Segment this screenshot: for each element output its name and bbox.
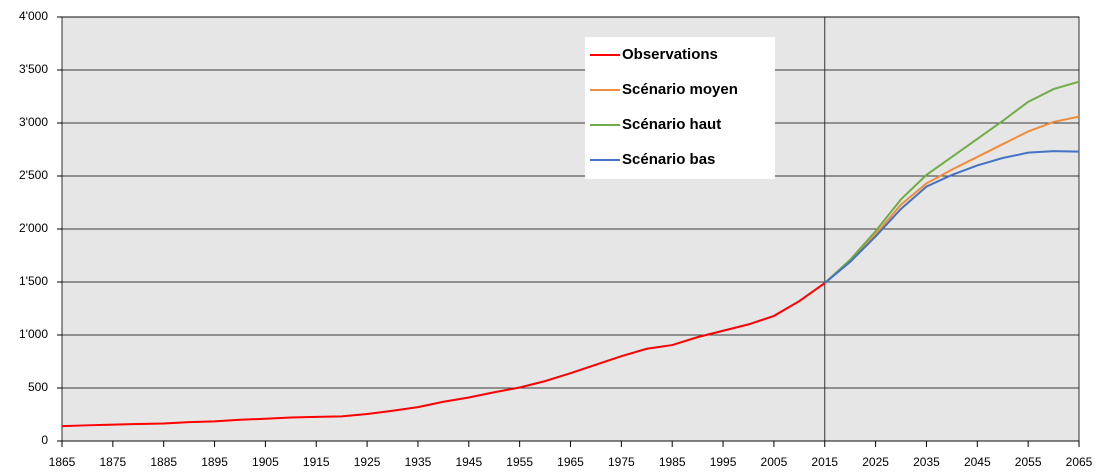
x-tick-label: 1875: [99, 455, 126, 469]
x-tick-label: 2035: [913, 455, 940, 469]
x-tick-label: 2065: [1066, 455, 1093, 469]
x-tick-label: 1885: [150, 455, 177, 469]
x-tick-label: 1945: [455, 455, 482, 469]
y-tick-label: 3'000: [19, 115, 48, 129]
y-tick-label: 0: [41, 433, 48, 447]
x-tick-label: 1965: [557, 455, 584, 469]
y-tick-label: 2'500: [19, 168, 48, 182]
x-tick-label: 1935: [405, 455, 432, 469]
series-line: [61, 282, 826, 428]
y-tick-label: 4'000: [19, 9, 48, 23]
legend-label: Scénario moyen: [622, 81, 738, 98]
x-tick-label: 2025: [862, 455, 889, 469]
x-tick-label: 1865: [49, 455, 76, 469]
y-tick-label: 2'000: [19, 221, 48, 235]
plot-border: [61, 16, 1080, 442]
series-line: [824, 150, 1080, 284]
legend-box: [585, 37, 775, 179]
x-tick-label: 2045: [964, 455, 991, 469]
x-tick-label: 1995: [710, 455, 737, 469]
x-tick-label: 2015: [811, 455, 838, 469]
y-tick-label: 3'500: [19, 62, 48, 76]
x-tick-label: 1985: [659, 455, 686, 469]
x-tick-label: 1895: [201, 455, 228, 469]
x-tick-label: 1915: [303, 455, 330, 469]
y-tick-label: 1'500: [19, 274, 48, 288]
legend-label: Observations: [622, 46, 718, 63]
x-tick-label: 1955: [506, 455, 533, 469]
x-tick-label: 2055: [1015, 455, 1042, 469]
series-line: [824, 80, 1080, 284]
y-tick-label: 1'000: [19, 327, 48, 341]
x-tick-label: 1925: [354, 455, 381, 469]
legend-label: Scénario bas: [622, 151, 715, 168]
x-tick-label: 2005: [761, 455, 788, 469]
series-line: [824, 115, 1080, 284]
x-tick-label: 1975: [608, 455, 635, 469]
y-tick-label: 500: [28, 380, 48, 394]
legend-label: Scénario haut: [622, 116, 721, 133]
x-tick-label: 1905: [252, 455, 279, 469]
